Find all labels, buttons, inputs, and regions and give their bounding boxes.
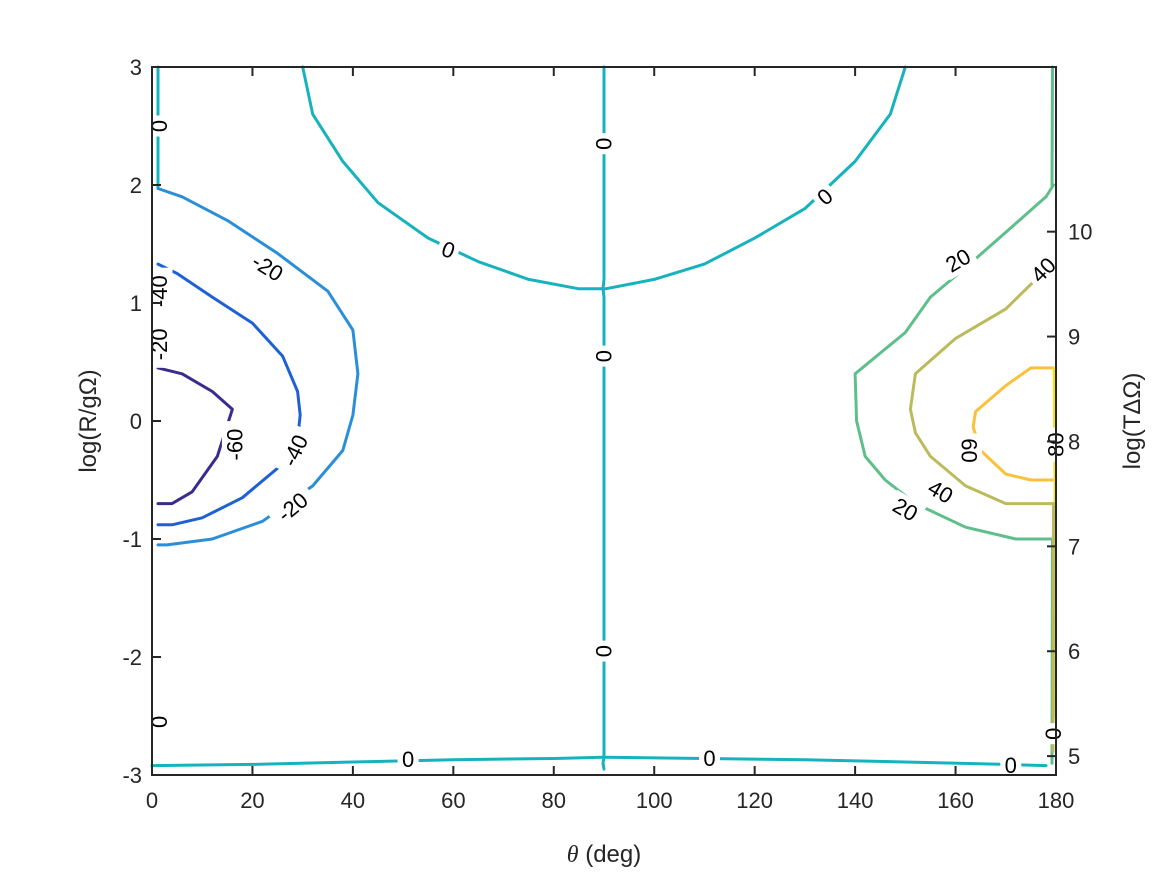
contour-label-bg	[591, 640, 617, 662]
contour-label-22: 0	[1040, 723, 1067, 745]
contour-label-bg	[266, 482, 319, 533]
x-axis-ticks: 0 20 40 60 80 100 120 140 160 180	[146, 67, 1074, 813]
contour-line-level-neg20-1	[156, 187, 360, 547]
contour-label-7: 0	[591, 345, 617, 367]
contour-label-text: 0	[147, 120, 172, 132]
x-axis-label-rest: (deg)	[579, 841, 642, 868]
contour-line-level-0-5	[601, 65, 606, 771]
contour-label-bg	[240, 244, 295, 292]
contour-label-bg	[591, 345, 617, 367]
contour-line-level-neg40-2	[156, 262, 302, 527]
x-tick-label: 60	[441, 788, 465, 813]
contour-label-bg	[1000, 752, 1022, 779]
contour-label-21: 0	[146, 711, 173, 733]
contour-line-level-0-6	[150, 755, 1048, 768]
y-tick-label: 3	[130, 55, 142, 80]
contour-label-text: 0	[592, 350, 617, 362]
contour-label-19: -40	[146, 267, 173, 315]
y-axis-label: log(R/gΩ)	[75, 369, 102, 472]
contour-label-1: -40	[273, 423, 317, 478]
contour-label-text: -20	[147, 328, 172, 360]
y-tick-label: -2	[122, 645, 142, 670]
contour-label-2: -20	[266, 482, 319, 533]
y2-tick-label: 6	[1068, 639, 1080, 664]
contour-label-text: 0	[1005, 753, 1017, 778]
y2-tick-label: 9	[1068, 325, 1080, 350]
contour-label-bg	[919, 472, 962, 512]
y2-axis-label: log(TΔΩ)	[1119, 373, 1146, 470]
x-axis-label-symbol: θ	[567, 842, 579, 868]
contour-label-18: 0	[146, 115, 173, 137]
contour-label-bg	[397, 746, 419, 773]
x-tick-label: 20	[240, 788, 264, 813]
contour-label-text: 60	[957, 438, 982, 462]
y-tick-label: 1	[130, 291, 142, 316]
contour-line-level-60-9	[971, 366, 1055, 482]
contour-line-level-neg60-3	[156, 366, 234, 506]
y-axis-ticks: -3 -2 -1 0 1 2 3	[122, 55, 161, 788]
contour-label-bg	[884, 489, 927, 530]
contour-label-text: 0	[1041, 728, 1066, 740]
y2-tick-label: 10	[1068, 220, 1092, 245]
y-tick-label: 2	[130, 173, 142, 198]
contour-label-8: 0	[591, 640, 617, 662]
x-tick-label: 40	[341, 788, 365, 813]
contour-label-text: 0	[592, 138, 617, 150]
contour-line-level-40-8	[908, 262, 1055, 506]
y-tick-label: -1	[122, 527, 142, 552]
x-axis-label: θ (deg)	[567, 841, 642, 868]
contour-label-16: 20	[884, 489, 927, 530]
y2-tick-label: 5	[1068, 744, 1080, 769]
contour-label-bg	[591, 133, 617, 155]
contour-label-bg	[273, 423, 317, 478]
contour-label-11: 0	[1000, 752, 1022, 779]
contour-label-10: 0	[699, 745, 720, 772]
x-tick-label: 80	[542, 788, 566, 813]
y2-axis-ticks: 5 6 7 8 9 10	[1047, 220, 1092, 769]
contour-line-level-20-7	[853, 183, 1055, 541]
contour-label-14: 60	[956, 433, 983, 468]
contour-label-bg	[936, 240, 980, 281]
contour-label-bg	[956, 433, 983, 468]
contour-label-text: -60	[222, 429, 247, 461]
contour-label-text: 0	[703, 746, 715, 771]
contour-label-text: 0	[592, 645, 617, 657]
y-tick-label: 0	[130, 409, 142, 434]
contour-label-bg	[221, 421, 248, 469]
y2-tick-label: 7	[1068, 534, 1080, 559]
contour-label-5: 0	[808, 180, 842, 214]
contour-label-bg	[1040, 723, 1067, 745]
x-tick-label: 140	[837, 788, 874, 813]
x-tick-label: 120	[736, 788, 773, 813]
contour-label-12: 20	[936, 240, 980, 281]
contour-line-level-20-13	[1050, 65, 1054, 187]
contour-label-3: -20	[240, 244, 295, 292]
y-tick-label: -3	[122, 763, 142, 788]
contour-label-bg	[808, 180, 842, 214]
contour-label-9: 0	[397, 746, 419, 773]
contour-label-6: 0	[591, 133, 617, 155]
contour-label-4: 0	[433, 234, 463, 266]
contour-label-bg	[1022, 248, 1065, 292]
contour-label-text: 0	[402, 747, 414, 772]
y2-tick-label: 8	[1068, 429, 1080, 454]
contour-label-text: 0	[147, 716, 172, 728]
contour-label-0: -60	[221, 421, 248, 469]
x-tick-label: 0	[146, 788, 158, 813]
x-tick-label: 180	[1038, 788, 1075, 813]
x-tick-label: 160	[937, 788, 974, 813]
contour-label-20: -20	[146, 320, 173, 368]
contour-lines	[150, 65, 1057, 771]
contour-label-bg	[433, 234, 463, 266]
contour-line-level-40-12	[1051, 502, 1055, 753]
x-tick-label: 100	[636, 788, 673, 813]
contour-label-bg	[699, 745, 720, 772]
